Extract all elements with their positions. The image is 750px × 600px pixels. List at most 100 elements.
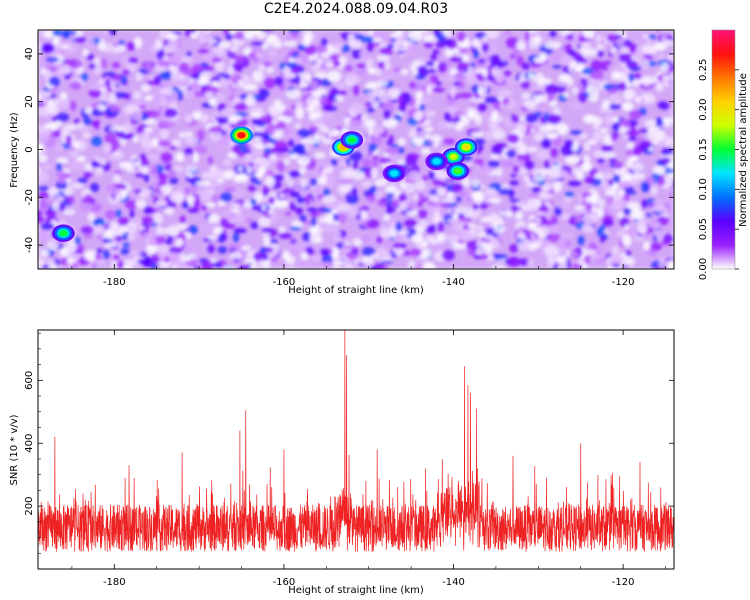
heatmap-cell [400, 100, 407, 108]
heatmap-gap [99, 87, 108, 93]
heatmap-ytick-label: -40 [24, 237, 35, 253]
heatmap-cell [379, 198, 388, 203]
heatmap-cell [554, 206, 562, 216]
heatmap-cell [508, 243, 519, 253]
heatmap-gap [484, 234, 494, 240]
heatmap-cell [104, 144, 112, 153]
heatmap-cell [265, 176, 275, 188]
heatmap-cell [209, 98, 217, 106]
heatmap-cell [314, 72, 328, 79]
heatmap-cell [287, 139, 295, 148]
heatmap-cell [286, 61, 298, 69]
heatmap-cell [268, 196, 275, 205]
heatmap-cell [141, 188, 153, 196]
heatmap-cell [39, 107, 51, 116]
heatmap-cell [517, 240, 531, 251]
heatmap-cell [422, 262, 436, 269]
heatmap-gap [620, 126, 627, 131]
heatmap-cell [38, 258, 45, 268]
heatmap-gap [413, 111, 424, 121]
heatmap-cell [286, 89, 300, 98]
heatmap-cell [529, 192, 540, 198]
heatmap-cell [82, 123, 88, 133]
heatmap-cell [520, 81, 530, 89]
heatmap-cell [329, 55, 339, 60]
heatmap-cell [377, 54, 389, 62]
heatmap-cell [170, 73, 180, 81]
heatmap-cell [541, 183, 552, 193]
colorbar-tick-label: 0.00 [698, 258, 709, 280]
heatmap-cell [450, 88, 456, 99]
heatmap-cell [95, 259, 105, 265]
heatmap-cell [643, 241, 651, 250]
heatmap-cell [572, 263, 583, 269]
heatmap-cell [317, 222, 326, 230]
heatmap-cell [456, 196, 462, 203]
heatmap-cell [658, 54, 665, 60]
heatmap-cell [141, 84, 150, 92]
heatmap-gap [274, 129, 283, 138]
heatmap-cell [205, 38, 218, 45]
heatmap-cell [583, 213, 597, 225]
heatmap-hotspot [237, 132, 246, 138]
heatmap-cell [52, 129, 62, 137]
heatmap-cell [200, 62, 210, 67]
heatmap-cell [84, 193, 93, 204]
heatmap-cell [597, 50, 604, 58]
heatmap-gap [575, 205, 584, 211]
heatmap-cell [420, 249, 432, 259]
heatmap-cell [537, 150, 550, 159]
heatmap-cell [371, 37, 382, 43]
heatmap-cell [333, 263, 340, 269]
heatmap-cell [627, 135, 637, 141]
heatmap-cell [90, 135, 103, 147]
heatmap-gap [555, 42, 563, 48]
heatmap-gap [581, 162, 593, 172]
heatmap-cell [282, 110, 294, 117]
heatmap-cell [540, 78, 552, 84]
heatmap-cell [73, 252, 80, 261]
heatmap-cell [44, 137, 57, 148]
heatmap-cell [551, 64, 563, 69]
heatmap-gap [312, 99, 321, 109]
heatmap-cell [279, 62, 285, 70]
heatmap-cell [642, 59, 650, 69]
heatmap-cell [504, 30, 512, 35]
heatmap-gap [299, 167, 306, 175]
heatmap-cell [206, 244, 216, 254]
heatmap-cell [544, 84, 558, 95]
heatmap-gap [392, 119, 399, 124]
heatmap-cell [403, 219, 417, 228]
heatmap-cell [539, 48, 554, 53]
heatmap-cell [490, 154, 500, 159]
heatmap-cell [283, 41, 298, 46]
heatmap-cell [432, 178, 443, 186]
heatmap-cell [543, 244, 557, 254]
heatmap-cell [521, 62, 531, 71]
heatmap-cell [284, 66, 291, 75]
heatmap-cell [570, 129, 583, 136]
heatmap-xtick-label: -160 [273, 277, 296, 288]
heatmap-cell [272, 174, 285, 182]
heatmap-cell [345, 158, 352, 166]
heatmap-cell [635, 236, 643, 241]
heatmap-cell [139, 104, 146, 109]
heatmap-cell [437, 221, 445, 233]
heatmap-cell [336, 213, 347, 224]
heatmap-cell [175, 238, 184, 247]
heatmap-cell [161, 228, 170, 233]
heatmap-cell [618, 76, 626, 82]
heatmap-cell [51, 116, 58, 123]
heatmap-cell [332, 59, 341, 67]
heatmap-gap [274, 99, 281, 106]
heatmap-cell [408, 260, 415, 269]
heatmap-cell [361, 158, 372, 168]
heatmap-cell [389, 71, 399, 78]
heatmap-cell [441, 39, 453, 46]
heatmap-gap [119, 45, 124, 52]
snr-panel: -180 -160 -140 -120 200 400 600 Height of stra… [9, 329, 675, 596]
heatmap-cell [253, 251, 264, 261]
heatmap-cell [179, 215, 186, 224]
heatmap-cell [496, 167, 502, 177]
heatmap-cell [222, 30, 229, 36]
